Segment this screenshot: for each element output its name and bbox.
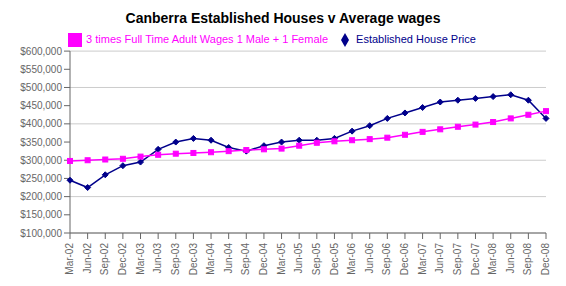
- svg-text:$200,000: $200,000: [20, 191, 62, 202]
- svg-text:Dec-03: Dec-03: [188, 243, 199, 276]
- svg-text:Jun-05: Jun-05: [293, 243, 304, 274]
- svg-text:Sep-02: Sep-02: [99, 243, 110, 276]
- svg-text:Sep-07: Sep-07: [452, 243, 463, 276]
- svg-text:Sep-05: Sep-05: [311, 243, 322, 276]
- svg-text:$250,000: $250,000: [20, 173, 62, 184]
- svg-text:Dec-06: Dec-06: [399, 243, 410, 276]
- svg-text:$450,000: $450,000: [20, 100, 62, 111]
- svg-text:Jun-07: Jun-07: [434, 243, 445, 274]
- svg-text:Jun-02: Jun-02: [82, 243, 93, 274]
- svg-text:$400,000: $400,000: [20, 118, 62, 129]
- svg-text:Mar-03: Mar-03: [135, 243, 146, 275]
- svg-text:Mar-07: Mar-07: [417, 243, 428, 275]
- svg-text:Sep-04: Sep-04: [240, 243, 251, 276]
- svg-text:Mar-04: Mar-04: [205, 243, 216, 275]
- svg-text:Dec-04: Dec-04: [258, 243, 269, 276]
- html-text:3 times Full Time Adult Wages: 3 times Full Time Adult Wages 1 Male + 1…: [86, 33, 329, 45]
- svg-text:$300,000: $300,000: [20, 155, 62, 166]
- svg-text:Jun-06: Jun-06: [364, 243, 375, 274]
- svg-text:Sep-03: Sep-03: [170, 243, 181, 276]
- svg-text:Mar-06: Mar-06: [346, 243, 357, 275]
- svg-text:Dec-02: Dec-02: [117, 243, 128, 276]
- svg-text:Dec-08: Dec-08: [540, 243, 551, 276]
- svg-text:$500,000: $500,000: [20, 82, 62, 93]
- svg-text:Jun-04: Jun-04: [223, 243, 234, 274]
- svg-text:Dec-05: Dec-05: [329, 243, 340, 276]
- svg-text:$550,000: $550,000: [20, 64, 62, 75]
- svg-text:Mar-05: Mar-05: [276, 243, 287, 275]
- html-text:Canberra Established Houses v: Canberra Established Houses v Average wa…: [125, 10, 441, 26]
- svg-text:$600,000: $600,000: [20, 46, 62, 57]
- svg-text:Mar-08: Mar-08: [487, 243, 498, 275]
- svg-text:Jun-08: Jun-08: [505, 243, 516, 274]
- svg-text:$350,000: $350,000: [20, 137, 62, 148]
- svg-text:Jun-03: Jun-03: [152, 243, 163, 274]
- svg-text:$100,000: $100,000: [20, 228, 62, 239]
- svg-text:Dec-07: Dec-07: [470, 243, 481, 276]
- svg-text:$150,000: $150,000: [20, 209, 62, 220]
- svg-text:Sep-08: Sep-08: [522, 243, 533, 276]
- svg-text:Sep-06: Sep-06: [381, 243, 392, 276]
- html-text:Established House Price: Established House Price: [356, 33, 476, 45]
- svg-text:Mar-02: Mar-02: [64, 243, 75, 275]
